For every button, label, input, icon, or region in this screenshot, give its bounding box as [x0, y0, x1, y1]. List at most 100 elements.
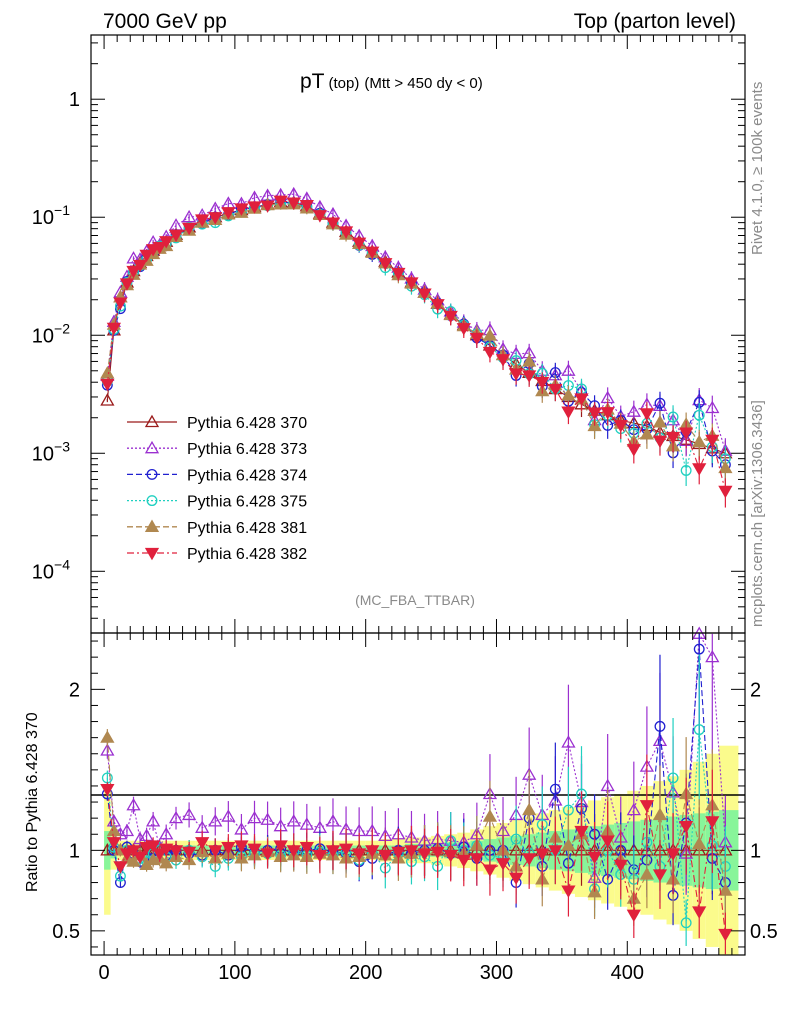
series-382-ratio-point — [430, 846, 445, 860]
series-381-main-point — [692, 434, 707, 448]
x-tick-label: 100 — [218, 962, 251, 984]
series-382-main-point — [139, 249, 154, 263]
series-382-main-point — [626, 444, 641, 457]
series-382-ratio-point — [652, 869, 668, 882]
series-382-ratio-point — [119, 848, 135, 861]
ratio-panel: 0.5 0.5 1 1 2 2 0 100 200 300 400 — [52, 626, 778, 984]
mcplots-label: mcplots.cern.ch [arXiv:1306.3436] — [749, 400, 766, 627]
series-373-ratio-point — [126, 797, 141, 811]
legend-entry-381-marker — [144, 519, 160, 532]
legend-entry-370-marker — [144, 414, 160, 428]
series-373-ratio-point — [159, 826, 174, 840]
series-381-ratio-point — [652, 807, 668, 821]
series-382-ratio-point — [260, 848, 275, 861]
series-382-ratio-point — [561, 885, 576, 898]
series-382-ratio-point — [404, 845, 419, 858]
series-382-ratio-point — [146, 840, 161, 853]
series-382-main-point — [208, 212, 223, 225]
series-373-ratio-point — [705, 649, 720, 663]
series-382-ratio-point — [482, 864, 498, 877]
series-382-ratio-point — [113, 861, 128, 874]
x-tick-label: 300 — [480, 962, 513, 984]
header-right: Top (parton level) — [574, 10, 736, 33]
series-382-main-point — [168, 229, 184, 243]
series-382-ratio-point — [548, 845, 563, 858]
ratio-y-tick-label-right: 0.5 — [750, 921, 778, 943]
series-373-ratio-point — [561, 735, 576, 748]
series-382-main-point — [613, 420, 628, 433]
series-382-ratio-point — [208, 845, 223, 858]
ratio-series-group — [100, 626, 733, 955]
series-375-ratio-point — [667, 772, 679, 784]
series-382-main-point — [718, 485, 733, 499]
series-382-main-point — [234, 203, 249, 216]
series-382-main-point — [119, 278, 135, 291]
series-382-ratio — [100, 754, 733, 955]
series-382-ratio-point — [508, 872, 524, 886]
series-382-ratio-point — [106, 837, 122, 850]
legend: Pythia 6.428 370 Pythia 6.428 373 Pythia 6… — [127, 414, 307, 563]
series-382-ratio-point — [100, 784, 115, 797]
series-373-ratio-point — [168, 810, 184, 824]
series-382-ratio-point — [443, 850, 458, 863]
series-382-ratio-point — [338, 843, 354, 857]
series-382-main-point — [639, 408, 655, 421]
series-381-main-point — [482, 328, 498, 341]
series-382-ratio-point — [456, 854, 471, 868]
ratio-ylabel: Ratio to Pythia 6.428 370 — [24, 712, 41, 892]
series-382-main-point — [299, 200, 314, 213]
series-382-main-point — [100, 378, 115, 392]
ratio-y-tick-label-right: 2 — [750, 679, 761, 701]
series-373-ratio-point — [286, 814, 301, 827]
series-382-main-point — [587, 407, 602, 420]
legend-entry-370: Pythia 6.428 370 — [127, 414, 307, 432]
series-382-main-point — [561, 406, 576, 420]
plot-title-cut: (Mtt > 450 dy < 0) — [364, 75, 482, 92]
series-382-ratio-point — [639, 800, 655, 813]
series-373-ratio-point — [247, 810, 262, 824]
series-382-ratio-point — [574, 825, 589, 839]
legend-entry-373-marker — [144, 440, 160, 454]
series-382-main-point — [338, 226, 354, 239]
series-373-ratio-point — [208, 814, 223, 827]
legend-entry-373: Pythia 6.428 373 — [127, 440, 307, 458]
series-382-ratio-point — [247, 843, 262, 857]
series-373-main-point — [705, 400, 720, 414]
series-382-ratio-point — [600, 835, 615, 849]
series-382-main-point — [391, 267, 406, 281]
series-382-ratio-point — [234, 840, 249, 853]
ratio-axis-ticks: 0.5 0.5 1 1 2 2 0 100 200 300 400 — [52, 633, 778, 984]
series-382-main — [100, 195, 733, 508]
plot-title-main: pT — [300, 70, 325, 93]
series-382-ratio-point — [495, 858, 511, 871]
series-382-ratio-point — [325, 845, 341, 858]
series-382-main-point — [159, 236, 174, 249]
series-381-ratio-point — [522, 802, 537, 816]
series-382-main-point — [273, 195, 288, 209]
plot-title-sub: (top) — [329, 75, 360, 92]
series-382-main-point — [260, 200, 275, 213]
series-382-main-point — [417, 288, 432, 301]
main-axis-ticks: 1 10−1 10−2 10−3 10−4 — [32, 35, 746, 634]
series-373-ratio-point — [132, 831, 148, 845]
series-381-ratio-point — [482, 809, 498, 822]
y-tick-label: 10−3 — [32, 438, 70, 465]
legend-entry-375: Pythia 6.428 375 — [127, 494, 307, 511]
series-382-ratio-point — [705, 816, 720, 829]
y-tick-label: 10−2 — [32, 320, 70, 347]
series-382-ratio-point — [312, 850, 328, 863]
series-382-main-point — [692, 463, 707, 476]
legend-entry-374-label: Pythia 6.428 374 — [187, 467, 307, 484]
series-382-ratio-point — [391, 846, 406, 860]
legend-entry-381-label: Pythia 6.428 381 — [187, 520, 307, 537]
legend-entry-382-label: Pythia 6.428 382 — [187, 546, 307, 563]
analysis-label: (MC_FBA_TTBAR) — [355, 592, 475, 608]
series-375-ratio-point — [680, 917, 692, 929]
series-382-ratio-point — [181, 846, 197, 860]
legend-entry-375-marker — [146, 495, 158, 507]
series-381-ratio-point — [159, 855, 174, 869]
series-382-main-point — [508, 368, 524, 381]
series-382-ratio-point — [365, 845, 380, 858]
series-382-ratio-point — [692, 906, 707, 919]
